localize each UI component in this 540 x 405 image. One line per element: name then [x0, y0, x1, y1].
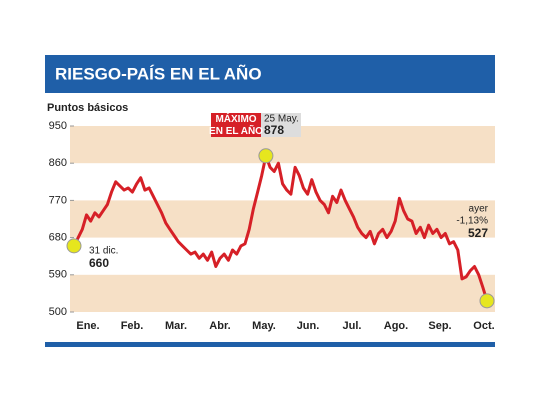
marker [258, 148, 274, 164]
annotation: ayer [469, 204, 489, 215]
max-box [211, 113, 261, 137]
annotation: 878 [264, 123, 284, 137]
y-tick-label: 770 [49, 194, 67, 206]
x-tick-label: Ago. [384, 320, 408, 332]
annotation: -1,13% [456, 216, 488, 227]
y-tick-label: 500 [49, 306, 67, 318]
footer-bar [45, 342, 495, 347]
band [70, 200, 495, 238]
line [72, 154, 489, 302]
x-tick-label: Oct. [473, 320, 494, 332]
y-tick-label: 860 [49, 157, 67, 169]
band [70, 274, 495, 312]
annotation: 25 May. [264, 114, 299, 125]
x-tick-label: May. [252, 320, 276, 332]
x-tick-label: Abr. [209, 320, 230, 332]
max-date-box [261, 113, 301, 137]
subtitle: Puntos básicos [47, 102, 128, 114]
x-tick-label: Mar. [165, 320, 187, 332]
header-bar [45, 55, 495, 93]
annotation: 31 dic. [89, 246, 118, 257]
annotation: 660 [89, 256, 109, 270]
x-tick-label: Feb. [121, 320, 144, 332]
y-tick-label: 950 [49, 120, 67, 132]
x-tick-label: Ene. [76, 320, 99, 332]
x-tick-label: Jun. [297, 320, 320, 332]
annotation: 527 [468, 226, 488, 240]
x-tick-label: Jul. [343, 320, 362, 332]
y-tick-label: 680 [49, 232, 67, 244]
y-tick-label: 590 [49, 269, 67, 281]
annotation: MÁXIMO EN EL AÑO [209, 112, 263, 137]
chart-title: RIESGO-PAÍS EN EL AÑO [55, 63, 262, 83]
x-tick-label: Sep. [428, 320, 451, 332]
marker [479, 293, 495, 309]
marker [66, 238, 82, 254]
